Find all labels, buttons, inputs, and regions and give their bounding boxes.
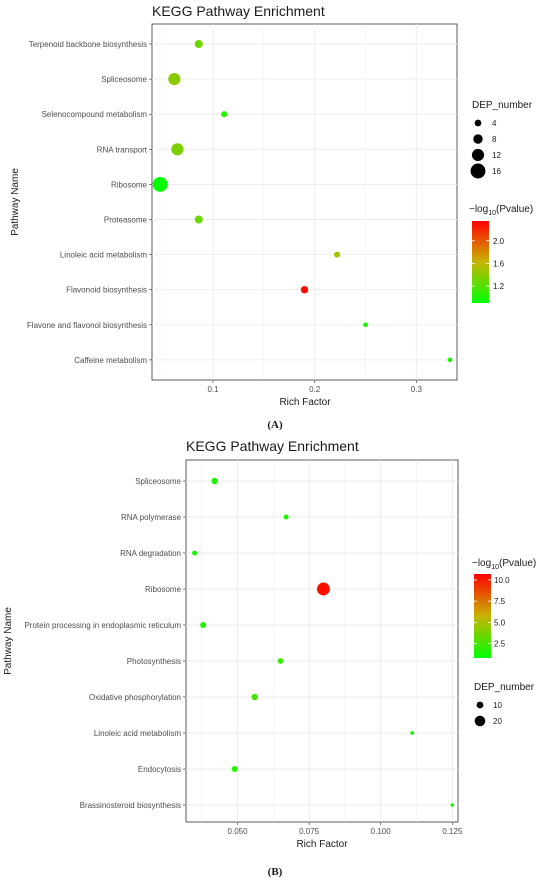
category-label: Flavone and flavonol biosynthesis (27, 321, 147, 330)
color-legend-label: 5.0 (494, 618, 506, 627)
x-tick-label: 0.100 (371, 827, 392, 836)
color-legend-label: 2.5 (494, 640, 506, 649)
chart-b-category-labels: Spliceosome RNA polymerase RNA degradation… (24, 477, 181, 810)
category-label: Photosynthesis (127, 657, 181, 666)
size-legend-label: 8 (492, 135, 497, 144)
category-label: Endocytosis (138, 765, 181, 774)
color-legend-label: 1.6 (493, 259, 505, 268)
size-legend-key (471, 148, 485, 162)
chart-b-plot-area (185, 459, 459, 823)
data-point (334, 251, 341, 258)
category-label: Spliceosome (135, 477, 181, 486)
data-point (211, 477, 218, 485)
data-point (283, 514, 289, 520)
chart-a-category-labels: Terpenoid backbone biosynthesis Spliceoso… (27, 40, 148, 365)
size-legend-key (470, 163, 486, 179)
size-legend-label: 16 (492, 167, 501, 176)
chart-b-color-bar (474, 574, 491, 658)
category-label: Caffeine metabolism (74, 356, 147, 365)
chart-b-x-axis-label: Rich Factor (296, 839, 348, 850)
chart-b-title: KEGG Pathway Enrichment (186, 438, 359, 454)
color-legend-label: 7.5 (494, 597, 506, 606)
category-label: Spliceosome (101, 75, 147, 84)
category-label: Ribosome (111, 180, 148, 189)
color-legend-label: 10.0 (494, 576, 510, 585)
chart-a-y-axis-label: Pathway Name (10, 168, 21, 236)
size-legend-key (473, 134, 483, 144)
data-point (410, 731, 415, 735)
category-label: RNA transport (97, 145, 148, 154)
size-legend-key (474, 119, 482, 127)
chart-a-size-legend: DEP_number 4 8 12 16 (470, 100, 533, 179)
category-label: Linoleic acid metabolism (94, 729, 181, 738)
x-tick-label: 0.050 (228, 827, 249, 836)
x-tick-label: 0.2 (309, 385, 321, 394)
chart-a-color-bar (472, 221, 489, 303)
chart-a-plot-area (151, 23, 458, 381)
data-point (200, 621, 207, 629)
category-label: Selenocompound metabolism (42, 110, 148, 119)
chart-b-caption: (B) (268, 866, 283, 878)
chart-b-size-legend-title: DEP_number (474, 682, 535, 693)
chart-b-size-legend: DEP_number 10 20 (474, 682, 535, 727)
chart-a-size-legend-title: DEP_number (472, 100, 533, 111)
chart-a-title: KEGG Pathway Enrichment (152, 3, 325, 19)
size-legend-label: 20 (493, 717, 502, 726)
category-label: RNA degradation (120, 549, 181, 558)
category-label: Brassinosteroid biosynthesis (80, 801, 181, 810)
data-point (194, 39, 203, 49)
chart-a-x-tick-labels: 0.1 0.2 0.3 (207, 380, 422, 394)
data-point (221, 111, 228, 118)
data-point (152, 176, 168, 192)
color-legend-label: 2.0 (493, 237, 505, 246)
category-label: Flavonoid biosynthesis (66, 286, 147, 295)
chart-b-points (192, 477, 454, 807)
data-point (194, 215, 203, 224)
category-label: RNA polymerase (121, 513, 182, 522)
data-point (300, 286, 309, 294)
size-legend-key (476, 701, 484, 709)
chart-panel-a: KEGG Pathway Enrichment Terpenoid backbo… (10, 3, 533, 408)
chart-panel-b: KEGG Pathway Enrichment Spliceosome RNA p… (3, 438, 536, 850)
category-label: Protein processing in endoplasmic reticu… (24, 621, 181, 630)
chart-a-color-legend-title: −log10(Pvalue) (469, 204, 533, 217)
data-point (231, 765, 238, 773)
x-tick-label: 0.075 (299, 827, 320, 836)
chart-b-color-legend: −log10(Pvalue) 2.5 5.0 7.5 10.0 (472, 558, 536, 658)
chart-a-color-legend: −log10(Pvalue) 1.2 1.6 2.0 (469, 204, 533, 303)
chart-a-points (152, 39, 453, 363)
data-point (277, 658, 284, 664)
category-label: Ribosome (145, 585, 182, 594)
size-legend-label: 4 (492, 119, 497, 128)
data-point (450, 803, 454, 807)
chart-b-x-tick-labels: 0.050 0.075 0.100 0.125 (228, 822, 463, 836)
size-legend-label: 12 (492, 151, 501, 160)
color-legend-label: 1.2 (493, 282, 505, 291)
data-point (316, 582, 330, 596)
chart-a-caption: (A) (267, 419, 283, 431)
data-point (171, 143, 184, 156)
data-point (363, 322, 368, 328)
data-point (447, 357, 453, 363)
category-label: Linoleic acid metabolism (60, 251, 147, 260)
chart-a-x-axis-label: Rich Factor (279, 397, 331, 408)
category-label: Terpenoid backbone biosynthesis (29, 40, 147, 49)
x-tick-label: 0.125 (442, 827, 463, 836)
x-tick-label: 0.3 (411, 385, 423, 394)
data-point (192, 550, 198, 556)
data-point (168, 73, 181, 86)
x-tick-label: 0.1 (207, 385, 219, 394)
category-label: Proteasome (104, 216, 148, 225)
chart-b-y-axis-label: Pathway Name (3, 607, 14, 675)
category-label: Oxidative phosphorylation (89, 693, 181, 702)
data-point (251, 693, 258, 701)
size-legend-label: 10 (493, 701, 502, 710)
chart-b-color-legend-title: −log10(Pvalue) (472, 558, 536, 571)
size-legend-key (474, 715, 486, 727)
chart-a-grid (149, 24, 457, 380)
